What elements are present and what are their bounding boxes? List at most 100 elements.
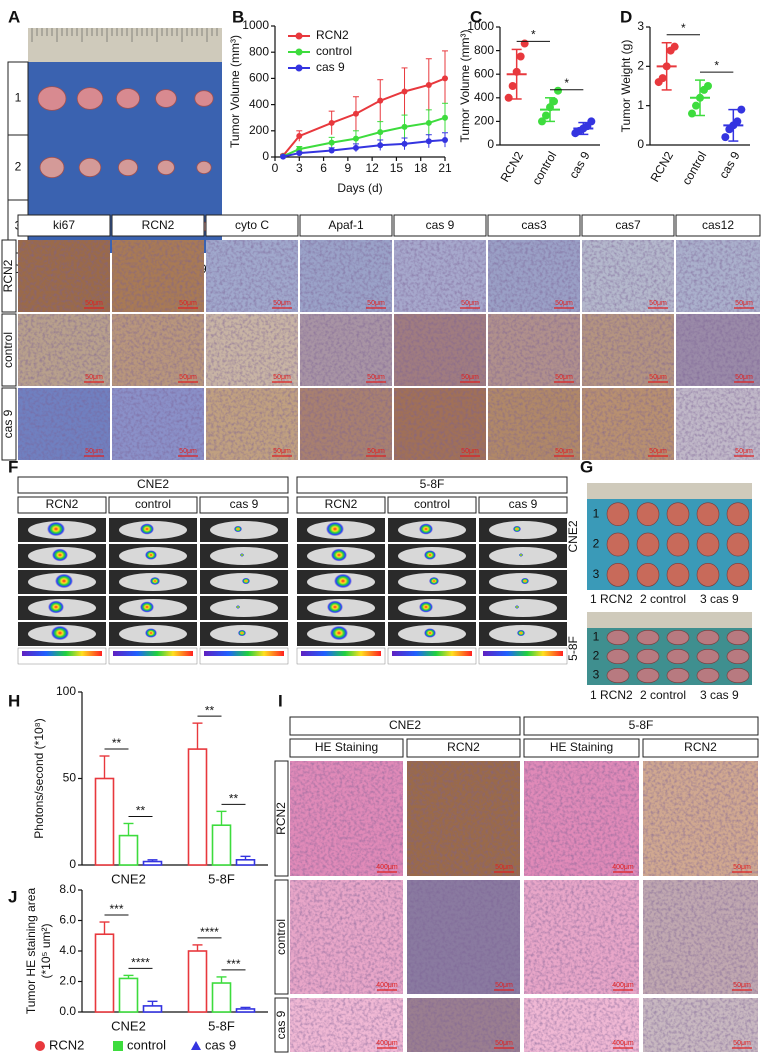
row-label: 2 (15, 160, 22, 174)
panel-letter: C (470, 7, 482, 26)
signal (429, 577, 439, 585)
scale-label: 400μm (376, 982, 398, 989)
column-header (478, 496, 568, 514)
point (401, 123, 408, 130)
signal (419, 601, 433, 613)
signal (240, 553, 244, 557)
point (296, 150, 303, 157)
ihc-image-texture (112, 314, 204, 386)
column-header (111, 214, 205, 237)
ihc-image-texture (488, 314, 580, 386)
row-label: 3 (593, 567, 600, 581)
scale-label: 50μm (85, 374, 103, 381)
signal (515, 605, 519, 609)
point (442, 136, 448, 143)
caption: 3 cas 9 (700, 592, 739, 606)
row-label: RCN2 (1, 259, 15, 292)
tumor (155, 89, 177, 108)
column-header (487, 214, 581, 237)
column-header (299, 214, 393, 237)
tumor (39, 156, 65, 179)
ihc-image-texture (676, 240, 760, 312)
y-tick-label: 800 (474, 43, 494, 57)
column-label: RCN2 (684, 740, 717, 754)
scale-label: 50μm (179, 448, 197, 455)
column-label: cas 9 (230, 497, 259, 511)
signal (331, 548, 347, 562)
significance-label: * (714, 58, 719, 72)
ruler (587, 612, 752, 628)
scale-label: 50μm (555, 448, 573, 455)
point (328, 119, 335, 126)
y-tick-label: 1 (637, 98, 644, 112)
signal (47, 521, 65, 537)
signal (145, 550, 157, 560)
x-tick-label: RCN2 (498, 149, 527, 185)
lung (636, 629, 660, 646)
scale-label: 50μm (733, 982, 751, 989)
y-tick-label: 1000 (242, 18, 269, 32)
scale-label: 50μm (367, 448, 385, 455)
colorbar-frame (387, 647, 477, 665)
signal (513, 525, 521, 533)
column-header (393, 214, 487, 237)
ihc-image-texture (18, 240, 110, 312)
scale-label: 50μm (649, 300, 667, 307)
scale-label: 50μm (495, 982, 513, 989)
row-box (1, 387, 17, 461)
lung (606, 502, 630, 526)
mouse (489, 521, 557, 539)
point (352, 135, 359, 142)
scale-label: 50μm (649, 374, 667, 381)
mouse (210, 521, 278, 539)
y-axis-label: (*10⁵ um²) (39, 924, 53, 979)
bar (142, 860, 163, 866)
row-label: 3 (593, 668, 600, 682)
group-label: 5-8F (420, 477, 445, 491)
column-header (406, 738, 521, 758)
lung (606, 629, 630, 646)
lung (696, 563, 720, 587)
scale-label: 50μm (733, 864, 751, 871)
column-header (387, 496, 477, 514)
y-tick-label: 0 (487, 137, 494, 151)
mouse (210, 599, 278, 617)
tumor (194, 90, 214, 107)
tumor (37, 86, 67, 111)
scale-label: 400μm (612, 1040, 634, 1047)
group-header (17, 476, 289, 494)
caption: 1 RCN2 (590, 688, 633, 702)
group-label: CNE2 (389, 718, 421, 732)
row-label: cas 9 (274, 1010, 288, 1039)
lung (696, 629, 720, 646)
column-label: cas 9 (509, 497, 538, 511)
scale-label: 400μm (376, 1040, 398, 1047)
point (516, 52, 525, 61)
column-label: cyto C (235, 218, 269, 232)
group-header (523, 716, 759, 736)
row-box (274, 997, 289, 1053)
signal (424, 550, 436, 560)
panel-letter: G (580, 457, 593, 476)
point (733, 117, 742, 126)
panel-letter: J (8, 887, 17, 906)
ihc-image-texture (582, 388, 674, 460)
point (401, 140, 408, 147)
y-axis-label: Tumor Weight (g) (619, 40, 633, 133)
row-label: 1 (593, 506, 600, 520)
panel-letter: I (278, 691, 283, 710)
point (520, 39, 529, 48)
y-axis-label: Tumor HE staining area (24, 888, 38, 1015)
bar (211, 982, 232, 1013)
he-image-texture (290, 880, 403, 994)
x-tick-label: 9 (345, 161, 352, 175)
scale-label: 50μm (273, 448, 291, 455)
y-tick-label: 600 (249, 71, 269, 85)
point (538, 117, 546, 126)
panel-letter: D (620, 7, 632, 26)
tumor (157, 159, 175, 176)
y-axis-label: Tumor Volume (mm³) (458, 30, 472, 143)
lung (636, 563, 660, 587)
y-tick-label: 400 (474, 90, 494, 104)
